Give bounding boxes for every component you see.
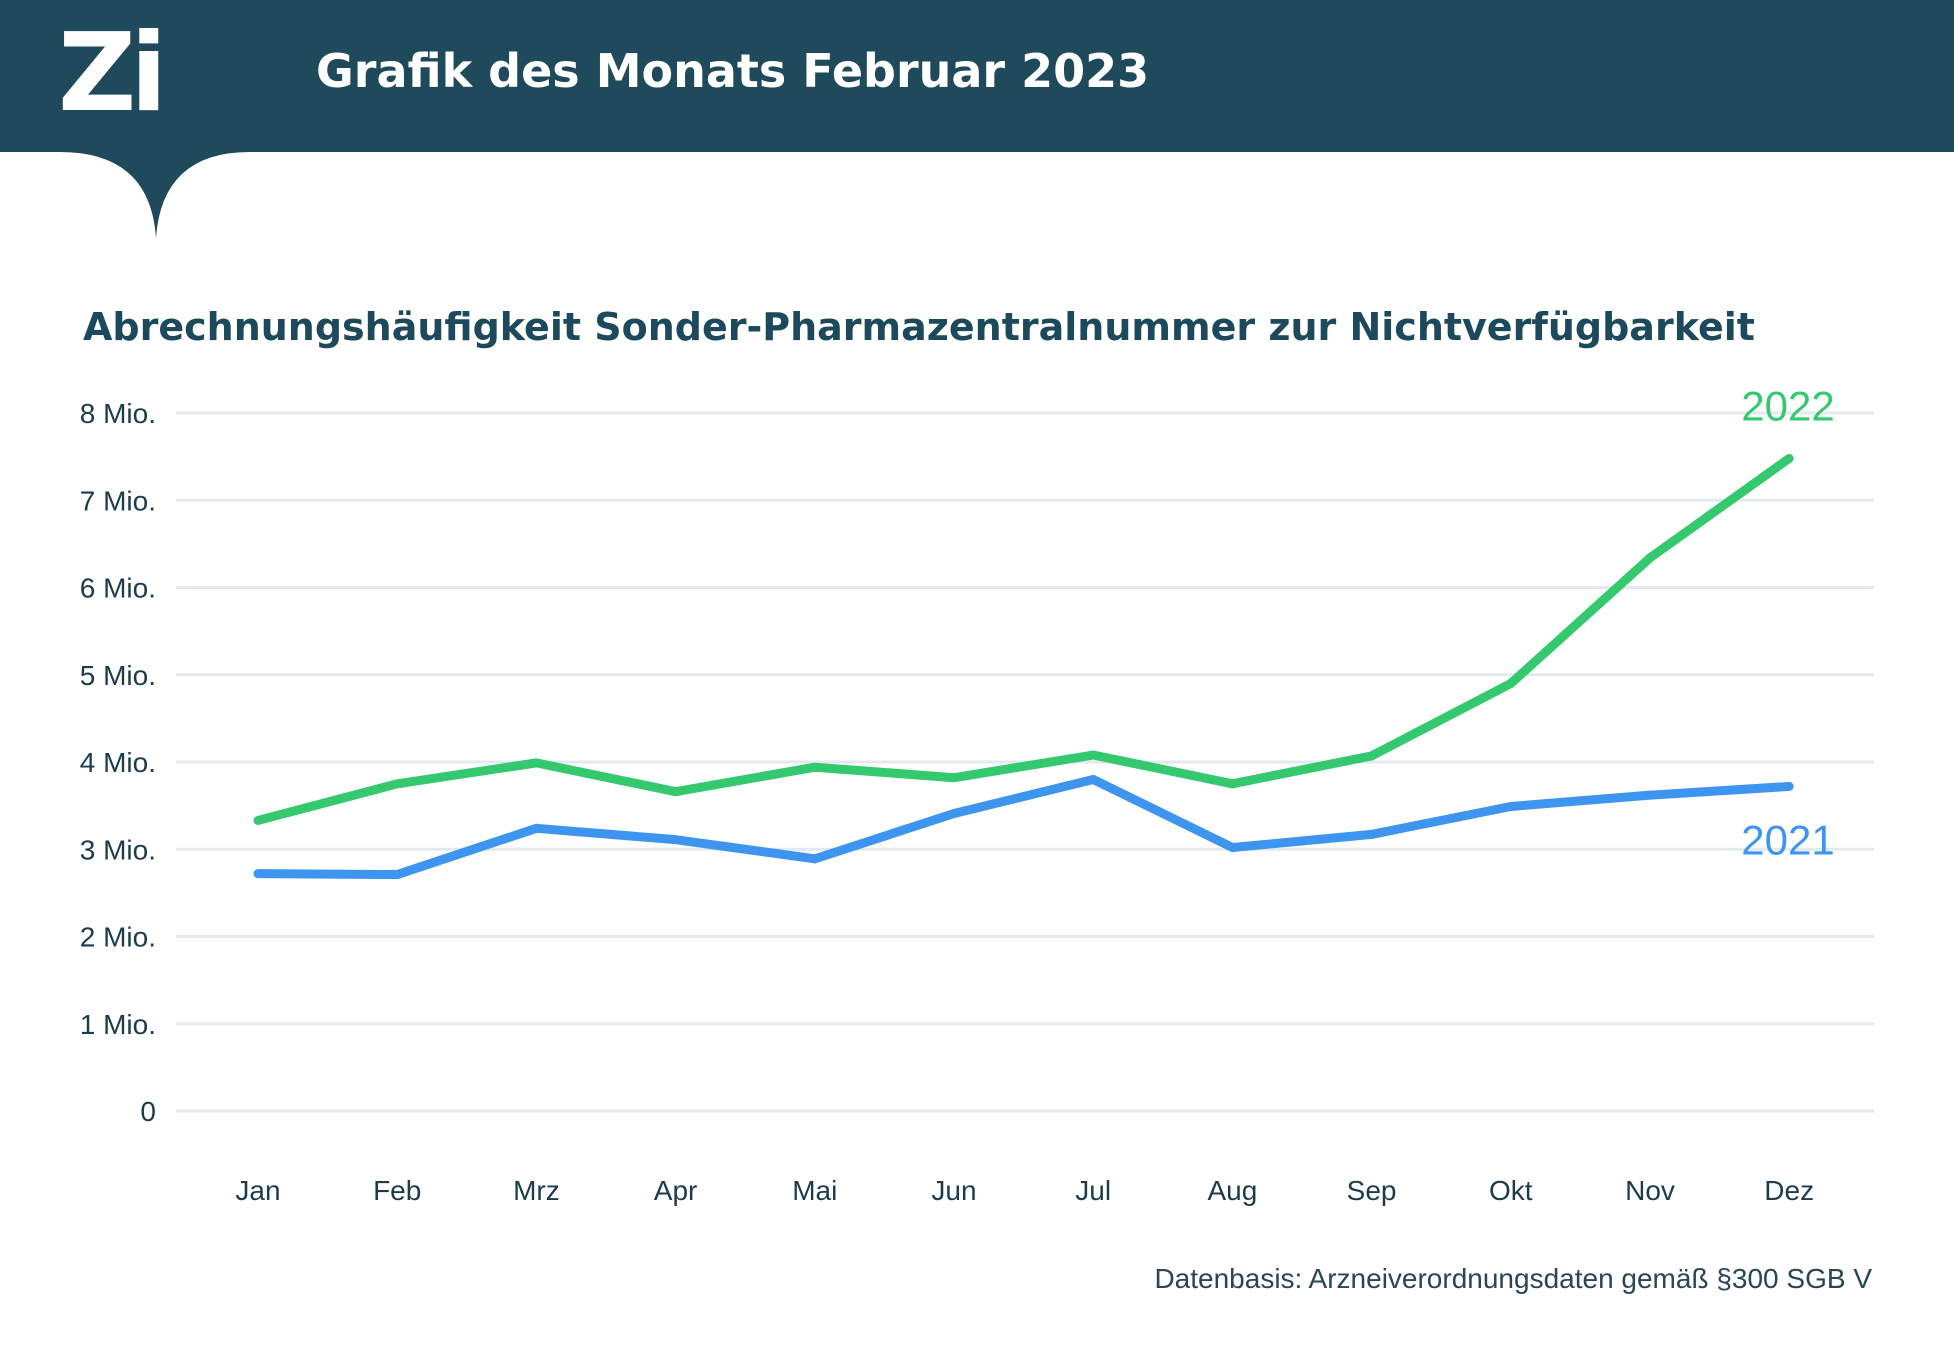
zi-logo: Zi bbox=[58, 11, 167, 136]
y-tick-label: 5 Mio. bbox=[80, 660, 156, 691]
x-tick-label: Feb bbox=[373, 1175, 421, 1206]
x-tick-label: Okt bbox=[1489, 1175, 1533, 1206]
x-tick-label: Dez bbox=[1764, 1175, 1814, 1206]
data-point-2021 bbox=[671, 835, 681, 845]
data-point-2021 bbox=[1227, 843, 1237, 853]
y-tick-label: 6 Mio. bbox=[80, 573, 156, 604]
data-point-2021 bbox=[1645, 790, 1655, 800]
series-line-2022 bbox=[256, 454, 1792, 825]
y-tick-label: 8 Mio. bbox=[80, 398, 156, 429]
x-tick-label: Mrz bbox=[513, 1175, 560, 1206]
x-tick-label: Apr bbox=[654, 1175, 698, 1206]
data-point-2022 bbox=[1227, 779, 1237, 789]
data-point-2021 bbox=[531, 823, 541, 833]
x-tick-label: Sep bbox=[1347, 1175, 1397, 1206]
y-tick-label: 2 Mio. bbox=[80, 922, 156, 953]
data-point-2022 bbox=[810, 762, 820, 772]
data-point-2022 bbox=[531, 758, 541, 768]
y-tick-label: 1 Mio. bbox=[80, 1009, 156, 1040]
x-tick-label: Nov bbox=[1625, 1175, 1675, 1206]
data-point-2021 bbox=[253, 869, 263, 879]
data-point-2021 bbox=[810, 854, 820, 864]
x-tick-label: Aug bbox=[1207, 1175, 1257, 1206]
x-tick-label: Mai bbox=[792, 1175, 837, 1206]
data-point-2022 bbox=[1645, 553, 1655, 563]
y-tick-label: 0 bbox=[140, 1096, 156, 1127]
data-point-2021 bbox=[1784, 781, 1794, 791]
x-tick-label: Jun bbox=[931, 1175, 976, 1206]
data-point-2022 bbox=[392, 779, 402, 789]
data-point-2021 bbox=[1088, 774, 1098, 784]
chart-title: Abrechnungshäufigkeit Sonder-Pharmazentr… bbox=[83, 305, 1755, 349]
x-tick-label: Jul bbox=[1075, 1175, 1111, 1206]
data-point-2022 bbox=[1088, 750, 1098, 760]
y-tick-label: 4 Mio. bbox=[80, 747, 156, 778]
data-point-2021 bbox=[1506, 801, 1516, 811]
series-line-2021 bbox=[257, 774, 1790, 880]
series-label-2021: 2021 bbox=[1741, 816, 1834, 863]
source-note: Datenbasis: Arzneiverordnungsdaten gemäß… bbox=[1154, 1263, 1872, 1294]
data-point-2021 bbox=[949, 808, 959, 818]
data-point-2021 bbox=[392, 870, 402, 880]
y-tick-label: 3 Mio. bbox=[80, 834, 156, 865]
series-label-2022: 2022 bbox=[1741, 382, 1834, 429]
data-point-2021 bbox=[1367, 829, 1377, 839]
data-point-2022 bbox=[949, 773, 959, 783]
data-point-2022 bbox=[1784, 453, 1794, 463]
y-tick-label: 7 Mio. bbox=[80, 485, 156, 516]
header-banner bbox=[0, 0, 1954, 238]
header-title: Grafik des Monats Februar 2023 bbox=[316, 44, 1150, 98]
data-point-2022 bbox=[253, 815, 263, 825]
data-point-2022 bbox=[1367, 751, 1377, 761]
data-point-2022 bbox=[671, 787, 681, 797]
x-tick-label: Jan bbox=[235, 1175, 280, 1206]
data-point-2022 bbox=[1506, 678, 1516, 688]
